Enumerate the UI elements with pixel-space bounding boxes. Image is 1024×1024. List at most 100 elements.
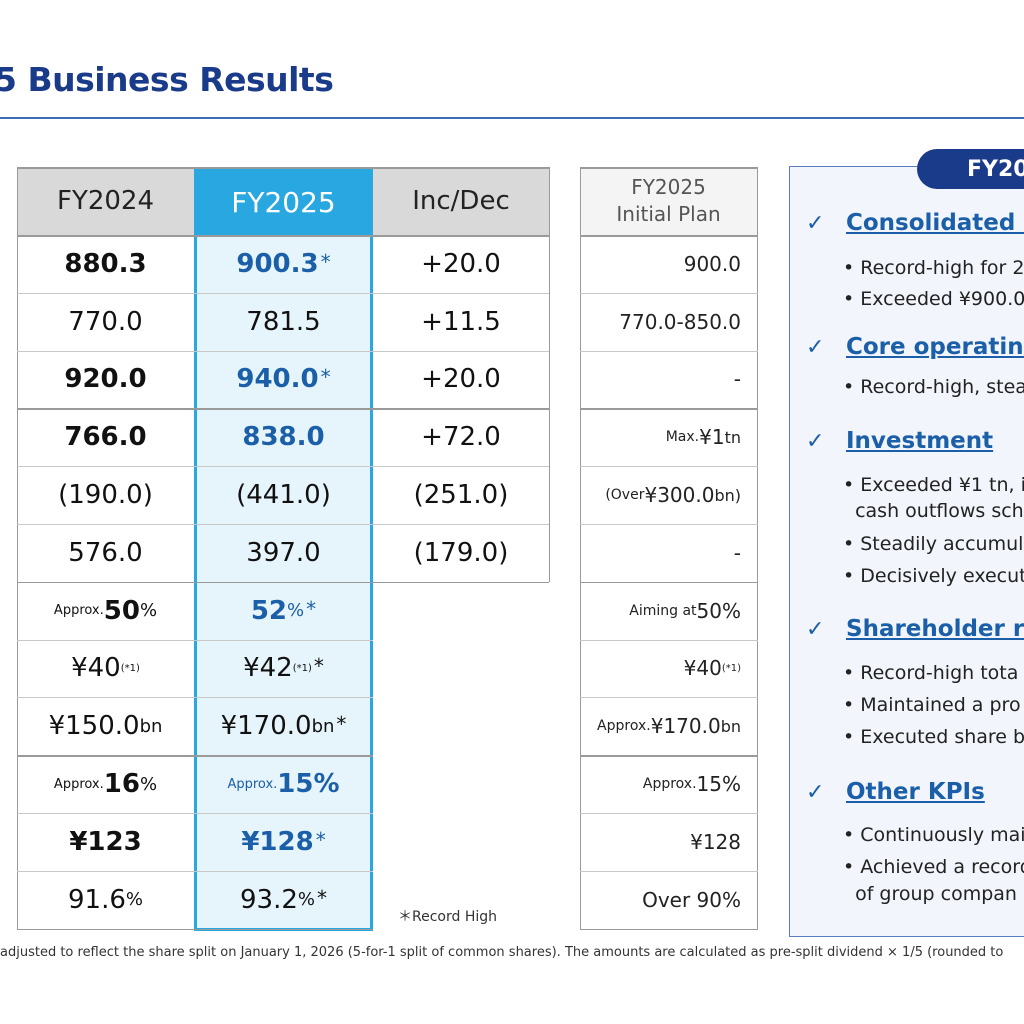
check-icon: ✓ — [806, 779, 825, 805]
plan-prefix: (Over — [605, 487, 645, 504]
section-heading: ✓ Other KPIs — [806, 779, 985, 805]
cell-plan: (Over ¥300.0 bn) — [580, 466, 741, 524]
value-suffix: % — [125, 889, 143, 911]
cell-fy2024: 880.3 — [17, 235, 194, 293]
plan-left-border — [580, 167, 581, 929]
cell-plan: - — [580, 351, 741, 409]
plan-footnote-mark: (*1) — [721, 662, 741, 674]
plan-value: ¥40 — [683, 656, 722, 681]
row-divider — [17, 697, 373, 699]
section-heading: ✓ Consolidated ne — [806, 210, 1024, 236]
cell-fy2025: ¥170.0 bn * — [194, 697, 373, 755]
check-icon: ✓ — [806, 210, 825, 236]
cell-incdec: +72.0 — [373, 408, 549, 466]
value-suffix: % — [297, 889, 315, 911]
plan-suffix: tn — [724, 427, 741, 447]
value-suffix: bn — [139, 715, 163, 737]
cell-fy2025: 397.0 — [194, 524, 373, 582]
row-divider — [17, 870, 373, 872]
value-fy2024: 50 — [103, 595, 140, 626]
section-heading: ✓ Shareholder ret — [806, 616, 1024, 642]
cell-incdec: (251.0) — [373, 466, 549, 524]
plan-header: FY2025 Initial Plan — [580, 167, 757, 235]
plan-row-divider — [580, 466, 758, 468]
section-title: Core operating — [846, 334, 1024, 360]
fy2025-column-highlight — [194, 167, 373, 931]
section-title: Shareholder ret — [846, 616, 1024, 642]
cell-fy2025: ¥42 (*1) * — [194, 640, 373, 698]
value-fy2025: ¥170.0 — [220, 711, 312, 742]
cell-fy2024: 576.0 — [17, 524, 194, 582]
table-bottom-border — [17, 928, 373, 931]
value-fy2025: 15% — [277, 769, 340, 800]
bullet-item: • Decisively executi — [843, 565, 1024, 587]
table-top-border — [17, 167, 549, 169]
row-divider — [17, 350, 549, 352]
value-incdec: (179.0) — [413, 537, 509, 568]
record-asterisk: * — [313, 654, 324, 679]
plan-header-line1: FY2025 — [631, 175, 706, 199]
bullet-item: • Record-high tota — [843, 662, 1019, 684]
value-footnote-mark: (*1) — [292, 662, 312, 674]
plan-header-line2: Initial Plan — [616, 202, 721, 226]
cell-fy2024: ¥150.0 bn — [17, 697, 194, 755]
section-heading: ✓ Core operating — [806, 334, 1024, 360]
value-fy2024: 880.3 — [64, 248, 147, 279]
bullet-item: • Exceeded ¥1 tn, in — [843, 474, 1024, 496]
bullet-item: cash outflows sch — [843, 500, 1024, 522]
bullet-item: of group compan — [843, 883, 1017, 905]
cell-fy2024: 920.0 — [17, 351, 194, 409]
section-title: Other KPIs — [846, 779, 985, 805]
value-fy2025: ¥42 — [243, 653, 293, 684]
record-asterisk: * — [336, 712, 347, 737]
value-incdec: +20.0 — [421, 248, 501, 279]
value-suffix: % — [287, 600, 305, 622]
cell-fy2025: (441.0) — [194, 466, 373, 524]
plan-prefix: Max. — [665, 429, 700, 446]
row-divider — [17, 524, 549, 525]
cell-plan: - — [580, 524, 741, 582]
group-divider — [17, 581, 549, 584]
section-heading: ✓ Investment — [806, 428, 993, 454]
cell-fy2025: Approx. 15% — [194, 755, 373, 813]
bullet-item: • Achieved a record — [843, 856, 1024, 878]
value-fy2024: 91.6 — [68, 884, 126, 915]
cell-plan: ¥40 (*1) — [580, 640, 741, 698]
bullet-item: • Record-high for 2 — [843, 257, 1024, 279]
record-asterisk: * — [320, 365, 331, 390]
cell-incdec: +20.0 — [373, 235, 549, 293]
table-left-border — [17, 167, 18, 929]
plan-value: ¥128 — [690, 829, 741, 854]
plan-prefix: Approx. — [597, 718, 651, 735]
cell-plan: Approx. 15% — [580, 755, 741, 813]
plan-value: 770.0-850.0 — [619, 309, 741, 334]
plan-top-border — [580, 167, 758, 169]
plan-prefix: Aiming at — [629, 602, 697, 619]
plan-row-divider — [580, 813, 758, 814]
plan-value: 900.0 — [683, 251, 741, 276]
plan-value: ¥170.0 — [650, 714, 721, 739]
value-fy2025: 93.2 — [240, 884, 298, 915]
row-divider — [17, 235, 549, 237]
value-prefix: Approx. — [227, 776, 278, 792]
plan-row-divider — [580, 697, 758, 699]
plan-row-divider — [580, 755, 758, 757]
cell-incdec: +20.0 — [373, 351, 549, 409]
bullet-item: • Maintained a pro — [843, 694, 1021, 716]
cell-plan: Over 90% — [580, 871, 741, 929]
value-suffix: bn — [311, 715, 335, 737]
bullet-item: • Record-high, stea — [843, 376, 1024, 398]
value-fy2024: ¥123 — [69, 826, 142, 857]
value-fy2025: (441.0) — [236, 480, 331, 511]
value-fy2024: (190.0) — [58, 480, 153, 511]
cell-plan: Aiming at 50% — [580, 582, 741, 640]
cell-fy2024: 770.0 — [17, 293, 194, 351]
section-title: Investment — [846, 428, 994, 454]
value-suffix: % — [139, 600, 158, 622]
header-fy2024: FY2024 — [17, 167, 194, 235]
value-fy2025: 781.5 — [246, 306, 321, 337]
cell-fy2025: 52% * — [194, 582, 373, 640]
cell-fy2025: 93.2% * — [194, 871, 373, 929]
plan-value: Over 90% — [642, 887, 741, 912]
row-divider — [17, 755, 373, 757]
